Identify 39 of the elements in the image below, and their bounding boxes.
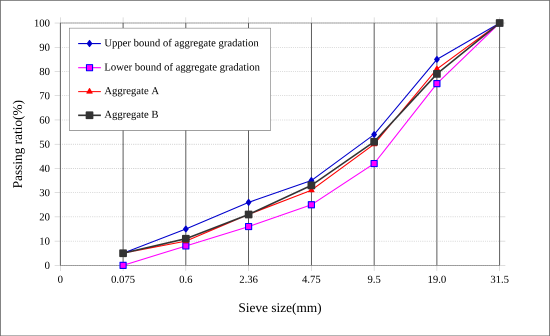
y-tick-label: 70 — [40, 92, 50, 100]
legend-label: Upper bound of aggregate gradation — [104, 38, 259, 48]
x-axis-title: Sieve size(mm) — [239, 302, 322, 315]
point — [433, 80, 440, 88]
point — [308, 181, 316, 190]
x-tick-label: 19.0 — [428, 276, 446, 283]
y-tick-label: 40 — [39, 164, 50, 172]
x-tick-label: 2.36 — [240, 276, 258, 283]
point — [370, 138, 378, 146]
point — [434, 56, 440, 63]
y-axis-title: Passing ratio(%) — [12, 100, 25, 188]
point — [119, 262, 127, 269]
y-tick-label: 80 — [40, 68, 50, 75]
point — [182, 242, 190, 250]
point — [308, 201, 315, 208]
y-tick-label: 0 — [44, 262, 50, 269]
point — [371, 130, 377, 138]
point — [245, 222, 252, 230]
y-tick-label: 100 — [34, 19, 50, 26]
point — [433, 70, 441, 78]
x-tick-label: 0.6 — [180, 276, 192, 283]
x-tick-label: 9.5 — [368, 276, 380, 283]
legend-label: Aggregate A — [104, 86, 159, 96]
x-tick-label: 0.075 — [111, 276, 135, 283]
point — [182, 234, 190, 242]
y-tick-label: 60 — [40, 116, 50, 124]
x-tick-label: 4.75 — [302, 276, 320, 283]
x-tick-label: 0 — [58, 276, 63, 283]
y-tick-label: 20 — [40, 213, 50, 220]
point — [183, 225, 189, 232]
legend-label: Aggregate B — [104, 110, 158, 120]
x-tick-label: 31.5 — [490, 276, 509, 283]
y-tick-label: 90 — [40, 44, 50, 51]
y-tick-label: 10 — [40, 237, 50, 245]
y-tick-label: 50 — [40, 140, 50, 148]
point — [246, 198, 252, 206]
legend-label: Lower bound of aggregate gradation — [104, 62, 260, 73]
y-tick-label: 30 — [40, 188, 50, 196]
point — [370, 160, 378, 168]
